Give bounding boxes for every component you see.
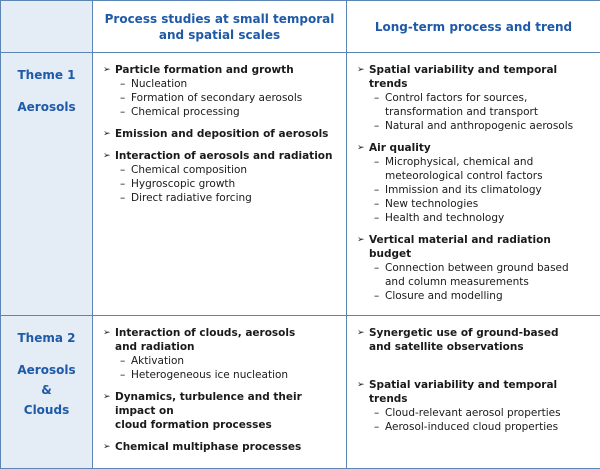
arrow-bullet-icon: ➢ — [357, 233, 365, 247]
item-heading: Interaction of clouds, aerosols and radi… — [115, 327, 295, 353]
dash-bullet-icon: – — [120, 177, 125, 191]
sub-item: Health and technology — [385, 212, 504, 224]
dash-bullet-icon: – — [120, 163, 125, 177]
sub-item: Cloud-relevant aerosol properties — [385, 407, 561, 419]
list-item: ➢ Spatial variability and temporal trends… — [357, 63, 594, 133]
item-heading: Spatial variability and temporal trends — [369, 379, 557, 405]
list-item: ➢ Interaction of clouds, aerosols and rad… — [103, 326, 340, 382]
dash-bullet-icon: – — [374, 261, 379, 275]
dash-bullet-icon: – — [120, 91, 125, 105]
arrow-bullet-icon: ➢ — [357, 141, 365, 155]
arrow-bullet-icon: ➢ — [103, 390, 111, 404]
dash-bullet-icon: – — [120, 191, 125, 205]
dash-bullet-icon: – — [374, 211, 379, 225]
list-item: ➢Air quality –Microphysical, chemical an… — [357, 141, 594, 225]
long-term-cell: ➢ Spatial variability and temporal trends… — [347, 53, 600, 316]
dash-bullet-icon: – — [374, 420, 379, 434]
sub-item: Natural and anthropogenic aerosols — [385, 120, 573, 132]
list-item: ➢ Spatial variability and temporal trends… — [357, 378, 594, 434]
column-header-long-term: Long-term process and trend — [347, 1, 600, 53]
dash-bullet-icon: – — [374, 289, 379, 303]
sub-item: Nucleation — [131, 78, 187, 90]
list-item: ➢ Synergetic use of ground-based and sate… — [357, 326, 594, 354]
dash-bullet-icon: – — [374, 91, 379, 105]
dash-bullet-icon: – — [120, 354, 125, 368]
small-scale-cell: ➢ Interaction of clouds, aerosols and rad… — [93, 316, 347, 469]
dash-bullet-icon: – — [374, 183, 379, 197]
dash-bullet-icon: – — [374, 155, 379, 169]
theme-label: Aerosols — [2, 97, 91, 117]
header-row: Process studies at small temporal and sp… — [1, 1, 600, 53]
small-scale-cell: ➢Particle formation and growth –Nucleati… — [93, 53, 347, 316]
item-heading: Emission and deposition of aerosols — [115, 128, 328, 140]
dash-bullet-icon: – — [120, 77, 125, 91]
list-item: ➢ Interaction of aerosols and radiation –… — [103, 149, 340, 205]
sub-item: Aerosol-induced cloud properties — [385, 421, 558, 433]
sub-item: New technologies — [385, 198, 478, 210]
item-heading: Spatial variability and temporal trends — [369, 64, 557, 90]
arrow-bullet-icon: ➢ — [103, 127, 111, 141]
sub-item: Chemical processing — [131, 106, 240, 118]
theme-cell: Thema 2 Aerosols & Clouds — [1, 316, 93, 469]
item-heading: Air quality — [369, 142, 431, 154]
table-row: Theme 1 Aerosols ➢ Particle formation and… — [1, 53, 600, 316]
sub-item: Microphysical, chemical and meteorologic… — [385, 156, 543, 182]
dash-bullet-icon: – — [374, 119, 379, 133]
item-heading: Vertical material and radiation budget — [369, 234, 551, 260]
theme-id: Thema 2 — [2, 330, 91, 346]
list-item: ➢Particle formation and growth –Nucleati… — [103, 63, 340, 119]
corner-cell — [1, 1, 93, 53]
column-header-small-scales: Process studies at small temporal and sp… — [93, 1, 347, 53]
arrow-bullet-icon: ➢ — [357, 63, 365, 77]
sub-item: Chemical composition — [131, 164, 247, 176]
item-heading: Interaction of aerosols and radiation — [115, 150, 332, 162]
spacer — [357, 362, 594, 378]
arrow-bullet-icon: ➢ — [357, 378, 365, 392]
theme-cell: Theme 1 Aerosols — [1, 53, 93, 316]
sub-item: Formation of secondary aerosols — [131, 92, 302, 104]
arrow-bullet-icon: ➢ — [103, 326, 111, 340]
item-heading: Dynamics, turbulence and their impact on… — [115, 391, 302, 431]
list-item: ➢ Chemical multiphase processes — [103, 440, 340, 454]
sub-item: Aktivation — [131, 355, 184, 367]
arrow-bullet-icon: ➢ — [357, 326, 365, 340]
table-row: Thema 2 Aerosols & Clouds ➢ Interaction o… — [1, 316, 600, 469]
sub-item: Closure and modelling — [385, 290, 503, 302]
sub-item: Connection between ground based and colu… — [385, 262, 569, 288]
sub-item: Hygroscopic growth — [131, 178, 235, 190]
sub-item: Heterogeneous ice nucleation — [131, 369, 288, 381]
dash-bullet-icon: – — [374, 197, 379, 211]
arrow-bullet-icon: ➢ — [103, 149, 111, 163]
column-header-long-term-text: Long-term process and trend — [375, 20, 572, 34]
list-item: ➢Vertical material and radiation budget … — [357, 233, 594, 303]
list-item: ➢ Emission and deposition of aerosols — [103, 127, 340, 141]
dash-bullet-icon: – — [374, 406, 379, 420]
list-item: ➢ Dynamics, turbulence and their impact o… — [103, 390, 340, 432]
sub-item: Control factors for sources, transformat… — [385, 92, 538, 118]
arrow-bullet-icon: ➢ — [103, 440, 111, 454]
dash-bullet-icon: – — [120, 105, 125, 119]
dash-bullet-icon: – — [120, 368, 125, 382]
item-heading: Synergetic use of ground-based and satel… — [369, 327, 558, 353]
column-header-small-scales-text: Process studies at small temporal and sp… — [105, 12, 335, 42]
sub-item: Immission and its climatology — [385, 184, 542, 196]
item-heading: Chemical multiphase processes — [115, 441, 301, 453]
sub-item: Direct radiative forcing — [131, 192, 252, 204]
item-heading: Particle formation and growth — [115, 64, 294, 76]
theme-id: Theme 1 — [2, 67, 91, 83]
arrow-bullet-icon: ➢ — [103, 63, 111, 77]
theme-label: Aerosols & Clouds — [2, 360, 91, 420]
long-term-cell: ➢ Synergetic use of ground-based and sate… — [347, 316, 600, 469]
